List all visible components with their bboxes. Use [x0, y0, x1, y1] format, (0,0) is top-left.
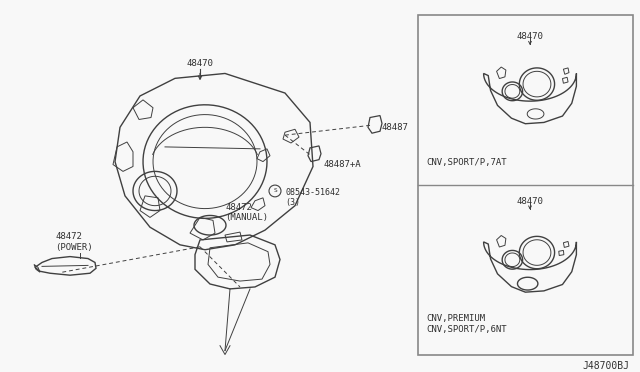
Text: CNV,SPORT/P,7AT: CNV,SPORT/P,7AT: [426, 158, 507, 167]
Text: 48472
(POWER): 48472 (POWER): [55, 232, 93, 252]
Text: J48700BJ: J48700BJ: [582, 361, 629, 371]
Bar: [418, 15, 633, 356]
Text: S: S: [273, 189, 277, 193]
Text: 48470: 48470: [187, 59, 213, 68]
Text: 48487+A: 48487+A: [323, 160, 360, 169]
Text: CNV,PREMIUM
CNV,SPORT/P,6NT: CNV,PREMIUM CNV,SPORT/P,6NT: [426, 314, 507, 334]
Text: 08543-51642
(3): 08543-51642 (3): [285, 188, 340, 208]
Text: 48472
(MANUAL): 48472 (MANUAL): [225, 203, 268, 222]
Text: 48470: 48470: [516, 32, 543, 41]
Text: 48470: 48470: [516, 197, 543, 206]
Text: 48487: 48487: [382, 123, 409, 132]
